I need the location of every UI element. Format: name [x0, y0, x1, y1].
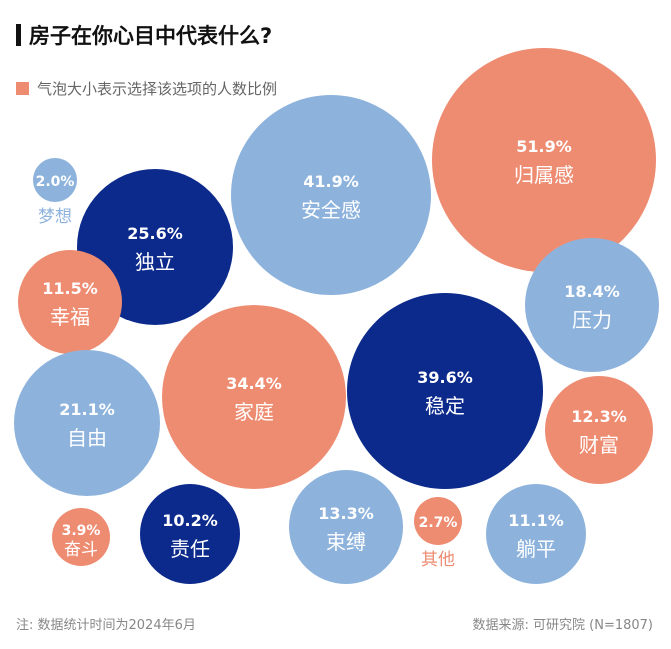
bubble-circle [289, 470, 403, 584]
bubble-value-label: 2.0% [36, 174, 75, 190]
bubble-value-label: 21.1% [59, 400, 115, 419]
bubble-circle [18, 250, 122, 354]
bubble-责任: 10.2% 责任 [140, 484, 240, 584]
bubble-束缚: 13.3% 束缚 [289, 470, 403, 584]
footnote: 注: 数据统计时间为2024年6月 [16, 618, 196, 633]
bubble-circle [33, 158, 77, 202]
bubble-自由: 21.1% 自由 [14, 350, 160, 496]
bubble-circle [14, 350, 160, 496]
bubble-其他: 2.7% 其他 [414, 497, 462, 570]
bubble-category-label: 归属感 [514, 163, 574, 187]
bubble-circle [432, 48, 656, 272]
bubble-category-label: 家庭 [234, 400, 274, 424]
bubble-category-label: 躺平 [516, 537, 556, 561]
bubble-归属感: 51.9% 归属感 [432, 48, 656, 272]
bubble-value-label: 39.6% [417, 368, 473, 387]
legend: 气泡大小表示选择该选项的人数比例 [16, 78, 277, 99]
bubble-circle [162, 305, 346, 489]
bubble-category-label: 束缚 [326, 530, 366, 554]
bubble-value-label: 18.4% [564, 282, 620, 301]
bubble-circle [486, 484, 586, 584]
bubble-value-label: 34.4% [226, 374, 282, 393]
bubble-稳定: 39.6% 稳定 [347, 293, 543, 489]
bubble-value-label: 11.1% [508, 511, 564, 530]
bubble-circle [347, 293, 543, 489]
bubble-value-label: 12.3% [571, 407, 627, 426]
bubble-category-label: 梦想 [38, 207, 72, 227]
bubble-circle [52, 508, 110, 566]
bubble-财富: 12.3% 财富 [545, 376, 653, 484]
bubble-circle [231, 95, 431, 295]
bubble-奋斗: 3.9%奋斗 [52, 508, 110, 566]
bubble-category-label: 压力 [572, 308, 612, 332]
chart-title-wrap: 房子在你心目中代表什么? [16, 20, 272, 50]
legend-text: 气泡大小表示选择该选项的人数比例 [37, 80, 278, 98]
bubble-category-label: 独立 [135, 250, 175, 274]
bubble-value-label: 41.9% [303, 172, 359, 191]
title-bar-decoration [16, 24, 21, 46]
bubble-value-label: 51.9% [516, 137, 572, 156]
bubble-家庭: 34.4% 家庭 [162, 305, 346, 489]
bubble-category-label: 幸福 [50, 305, 90, 329]
chart-title: 房子在你心目中代表什么? [29, 24, 273, 48]
bubble-value-label: 3.9% [62, 523, 101, 539]
bubble-value-label: 13.3% [318, 504, 374, 523]
legend-swatch [16, 82, 29, 95]
data-source: 数据来源: 可研究院 (N=1807) [472, 618, 654, 633]
bubble-value-label: 2.7% [419, 515, 458, 531]
bubble-circle [140, 484, 240, 584]
bubble-circle [525, 238, 659, 372]
bubble-category-label: 自由 [67, 426, 107, 450]
bubble-幸福: 11.5% 幸福 [18, 250, 122, 354]
bubble-梦想: 2.0% 梦想 [33, 158, 77, 227]
bubble-value-label: 10.2% [162, 511, 218, 530]
bubble-category-label: 稳定 [425, 394, 465, 418]
bubble-躺平: 11.1% 躺平 [486, 484, 586, 584]
bubble-category-label: 责任 [170, 537, 210, 561]
bubble-category-label: 奋斗 [64, 540, 98, 560]
bubble-circle [545, 376, 653, 484]
bubble-circle [414, 497, 462, 545]
bubble-category-label: 其他 [421, 550, 455, 570]
bubble-压力: 18.4% 压力 [525, 238, 659, 372]
bubble-category-label: 安全感 [301, 198, 361, 222]
bubble-安全感: 41.9% 安全感 [231, 95, 431, 295]
bubble-value-label: 25.6% [127, 224, 183, 243]
bubble-value-label: 11.5% [42, 279, 98, 298]
bubble-category-label: 财富 [579, 433, 619, 457]
